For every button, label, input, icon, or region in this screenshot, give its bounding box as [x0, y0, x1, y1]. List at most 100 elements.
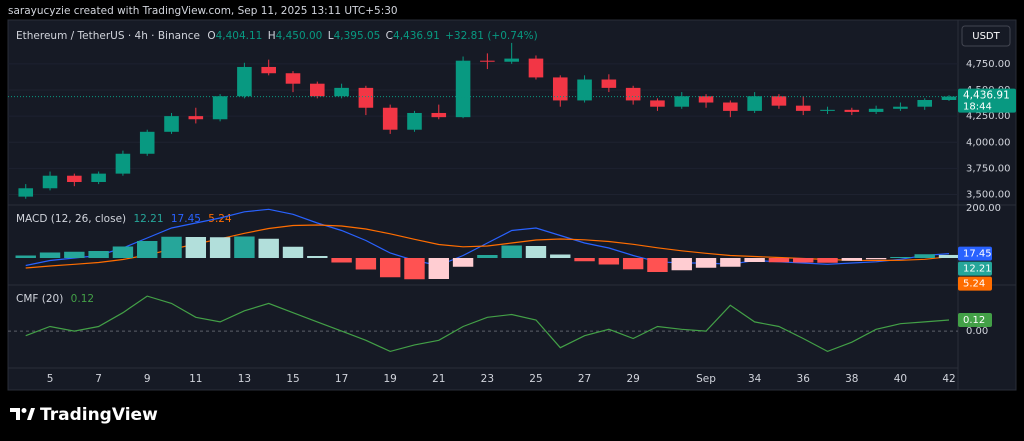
candle-body [941, 96, 957, 100]
histogram-bar [841, 258, 863, 261]
histogram-bar [720, 258, 741, 267]
brand-name: TradingView [40, 405, 158, 425]
legend-value: 5.24 [208, 213, 232, 225]
x-tick-label: 5 [47, 373, 54, 385]
indicator-line [25, 295, 950, 353]
symbol-title: Ethereum / TetherUS · 4h · Binance [16, 30, 200, 42]
legend-value: 17.45 [171, 213, 201, 225]
indicator-title: CMF (20) [16, 293, 63, 305]
candle-body [893, 106, 908, 109]
histogram-bar [258, 238, 279, 258]
x-tick-label: 29 [626, 373, 639, 385]
y-tick-label: 4,000.00 [966, 137, 1011, 148]
candle-body [552, 77, 568, 101]
legend-value: 12.21 [133, 213, 163, 225]
candle-body [139, 131, 155, 154]
histogram-bar [477, 255, 498, 258]
histogram-bar [817, 258, 838, 263]
candle-body [698, 96, 714, 103]
currency-button[interactable] [961, 25, 1011, 47]
candle-body [212, 96, 228, 120]
candle-body [407, 112, 422, 130]
legend-key: C [386, 30, 393, 42]
candle-body [310, 83, 325, 97]
histogram-bar [428, 258, 449, 279]
pane [15, 208, 958, 280]
histogram-bar [793, 258, 814, 263]
x-tick-label: 23 [481, 373, 494, 385]
histogram-bar [185, 237, 207, 258]
y-tick-label: 200.00 [966, 203, 1001, 214]
candle-body [844, 109, 860, 112]
legend-value: 0.12 [71, 293, 94, 305]
x-tick-label: 40 [894, 373, 907, 385]
value-badge [958, 246, 992, 261]
candle-body [917, 99, 933, 107]
macd-legend: MACD (12, 26, close) 12.21 17.45 5.24 [16, 213, 232, 225]
x-tick-label: 13 [238, 373, 251, 385]
x-tick-label: 34 [748, 373, 762, 385]
candle-body [334, 87, 349, 97]
histogram-bar [914, 254, 935, 258]
candle-body [358, 87, 374, 108]
histogram-bar [938, 254, 958, 258]
logo-glyph [27, 408, 35, 420]
value-badge [958, 276, 992, 291]
histogram-bar [282, 246, 304, 258]
histogram-bar [379, 258, 401, 278]
histogram-bar [137, 241, 158, 258]
histogram-bar [15, 255, 36, 258]
candle-body [625, 87, 641, 101]
candle-body [237, 66, 252, 97]
candle-body [601, 79, 617, 88]
value-badge-label: 5.24 [963, 279, 985, 290]
legend-key: O [207, 30, 215, 42]
histogram-bar [768, 258, 790, 263]
candle-body [868, 108, 884, 112]
histogram-bar [647, 258, 668, 272]
legend-value: 4,404.11 [216, 30, 263, 42]
histogram-bar [112, 246, 134, 258]
x-tick-label: 15 [286, 373, 299, 385]
candle-body [504, 58, 519, 62]
x-tick-label: 27 [578, 373, 591, 385]
candle-body [285, 73, 301, 84]
candle-body [42, 175, 58, 189]
candle-body [188, 116, 204, 120]
candle-body [91, 173, 106, 182]
logo-glyph [10, 408, 20, 420]
candle-body [723, 102, 738, 111]
candle-body [18, 188, 34, 197]
legend-value: 4,395.05 [334, 30, 381, 42]
y-tick-label: 4,750.00 [966, 59, 1011, 70]
legend-key: L [328, 30, 334, 42]
x-tick-label: 11 [189, 373, 202, 385]
candle-body [382, 107, 398, 130]
header-text: sarayucyzie created with TradingView.com… [8, 5, 398, 17]
histogram-bar [355, 258, 377, 270]
value-badge-label: 17.45 [963, 249, 992, 260]
indicator-title: MACD (12, 26, close) [16, 213, 126, 225]
value-badge-label: 12.21 [963, 264, 992, 275]
histogram-bar [622, 258, 644, 270]
x-tick-label: 19 [383, 373, 396, 385]
histogram-bar [404, 258, 425, 280]
candle-body [650, 100, 665, 107]
pane [8, 42, 958, 199]
legend-value: 4,436.91 [393, 30, 440, 42]
candle-body [480, 60, 495, 62]
legend-key: H [268, 30, 276, 42]
indicator-line [25, 208, 950, 267]
histogram-bar [307, 256, 328, 258]
histogram-bar [671, 258, 692, 271]
brand-logo: TradingView [10, 405, 158, 425]
candle-body [115, 153, 131, 174]
histogram-bar [525, 246, 547, 258]
value-badge-label: 0.12 [963, 315, 985, 326]
histogram-bar [501, 245, 522, 258]
candle-body [528, 58, 544, 78]
value-badge [958, 313, 992, 328]
x-tick-label: 17 [335, 373, 348, 385]
x-tick-label: 38 [845, 373, 858, 385]
